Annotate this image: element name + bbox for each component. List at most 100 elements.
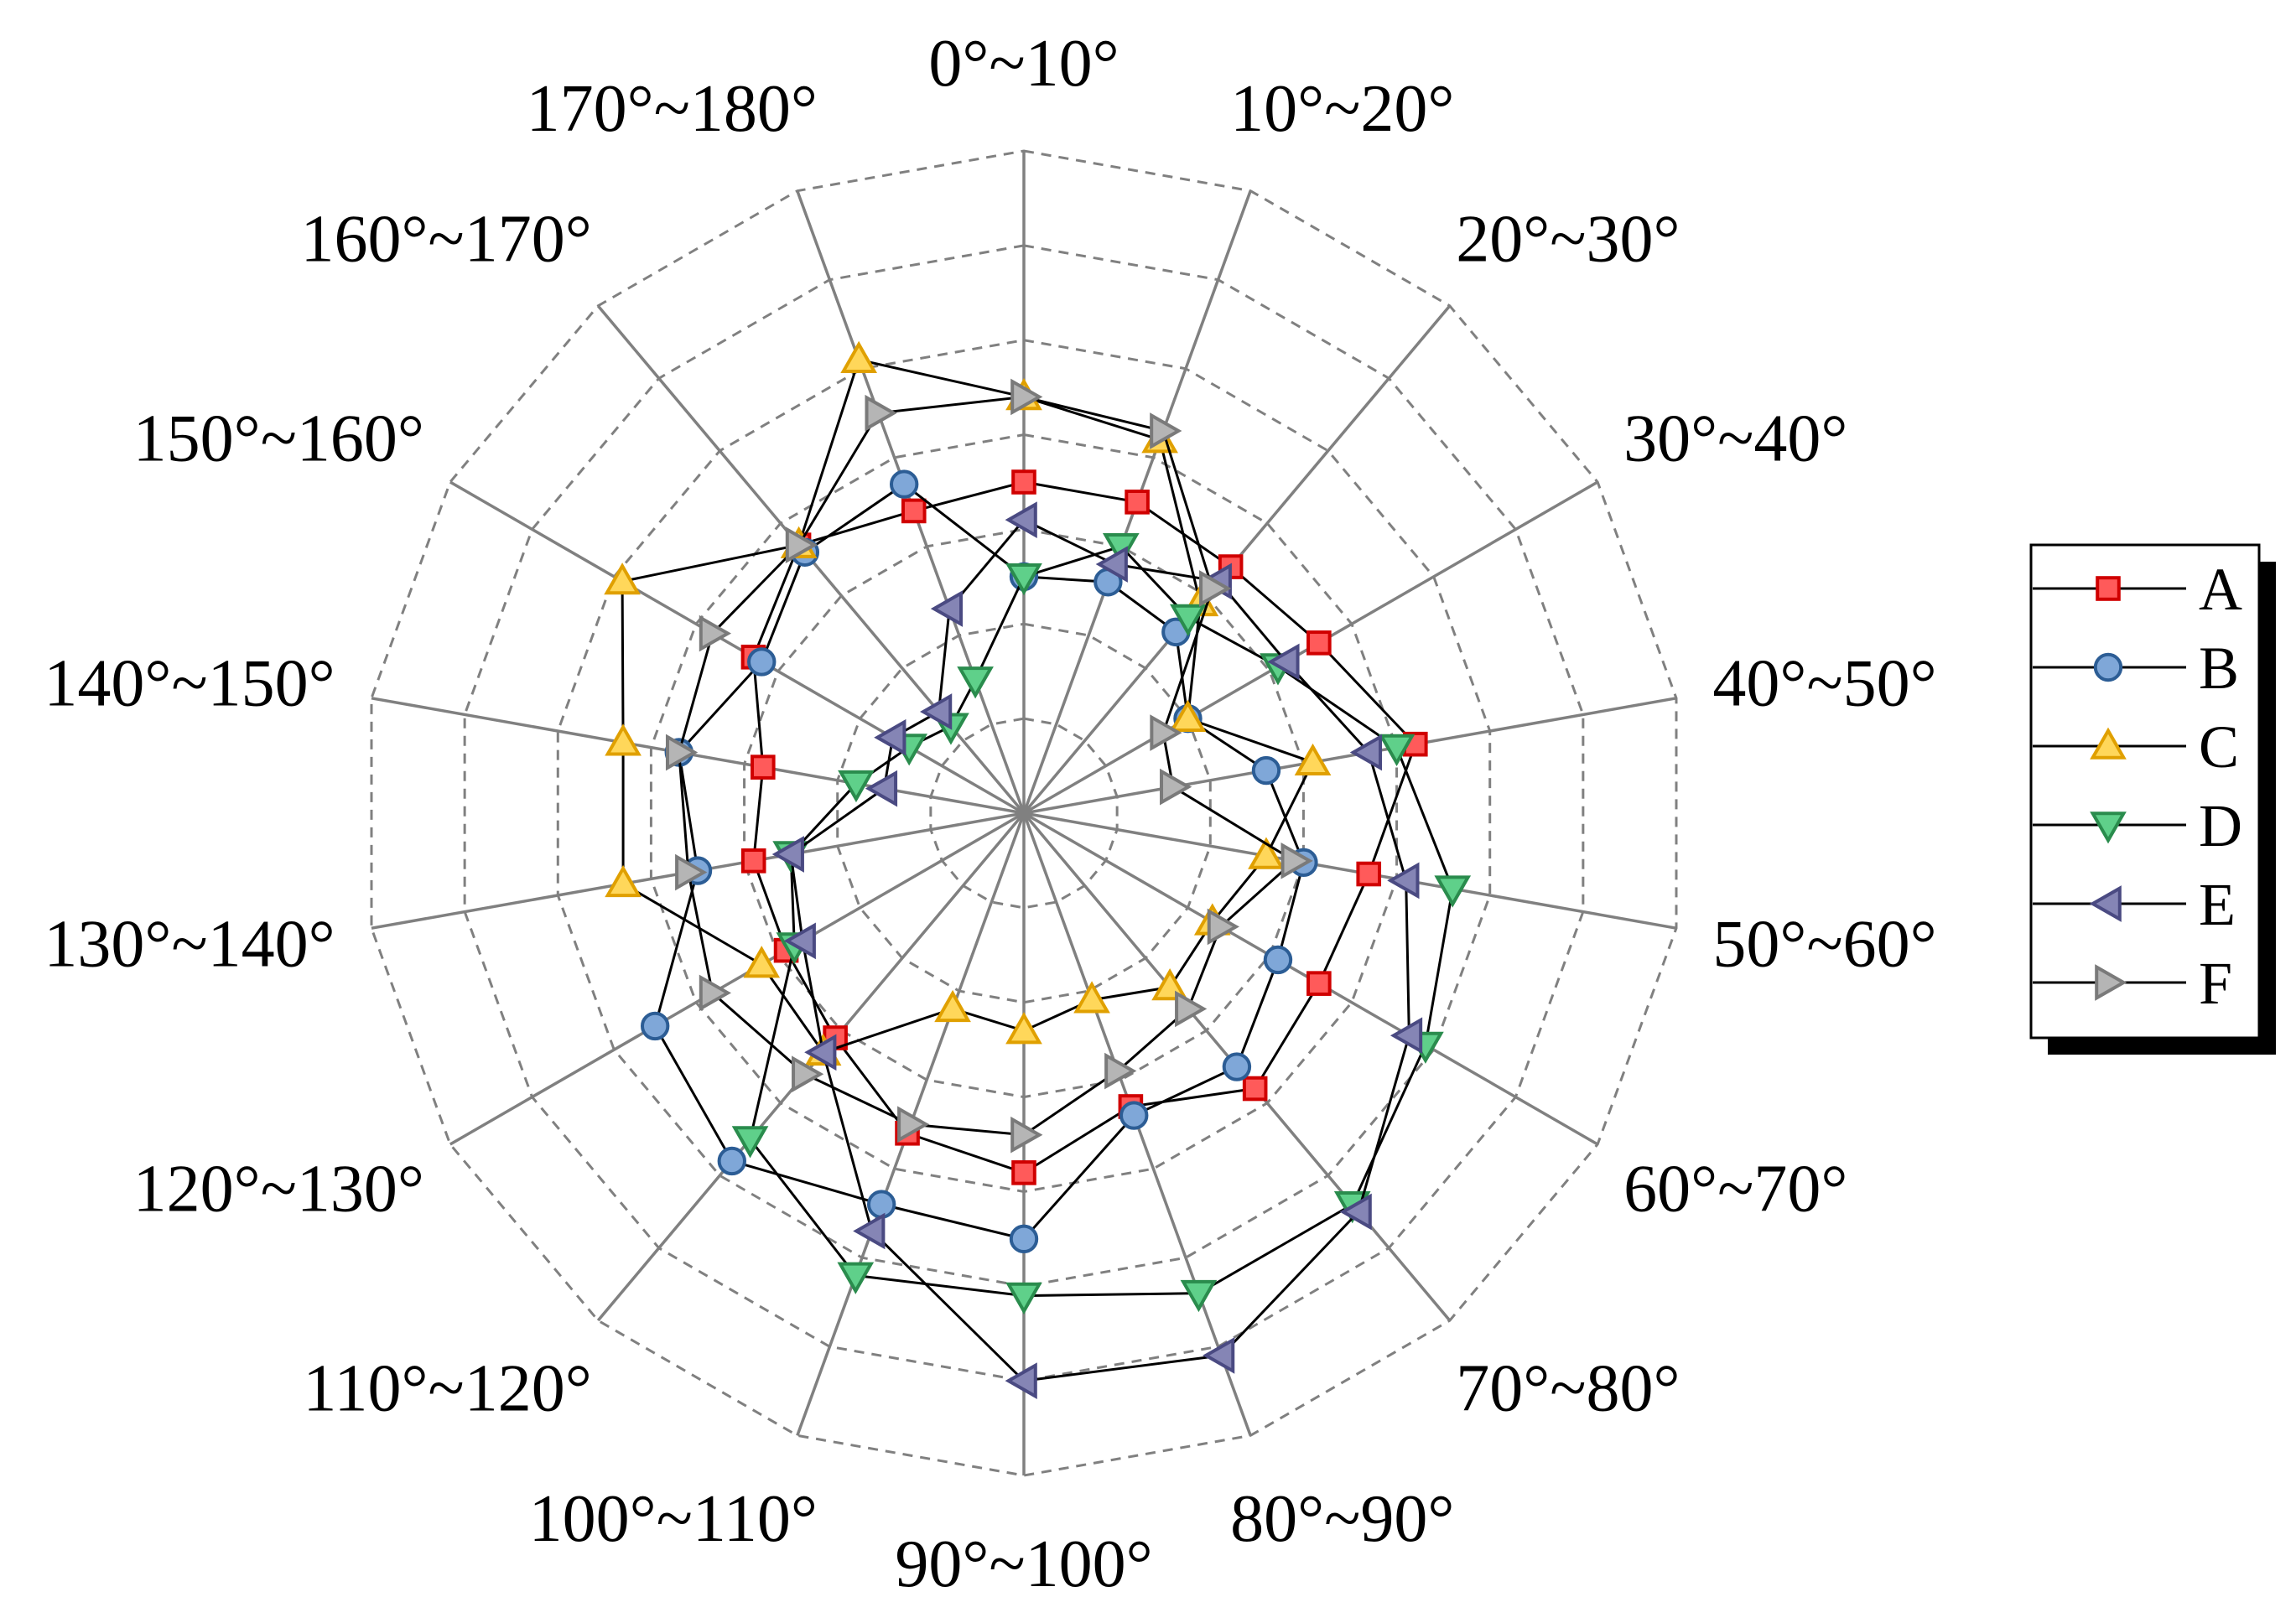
data-point <box>1356 861 1382 887</box>
legend-entry: A <box>2033 556 2242 623</box>
data-point <box>1010 378 1043 416</box>
series-F <box>665 378 1313 1154</box>
series-C <box>604 340 1332 1066</box>
data-point <box>717 1146 746 1176</box>
data-point <box>605 723 642 756</box>
data-point <box>1242 1076 1268 1102</box>
data-point <box>840 340 877 373</box>
data-point <box>1180 1279 1218 1313</box>
legend-label: D <box>2199 792 2242 859</box>
legend-marker <box>2090 727 2127 760</box>
data-point <box>1248 837 1285 869</box>
legend-label: C <box>2199 713 2239 780</box>
data-point <box>1119 1101 1149 1130</box>
data-point <box>957 666 994 699</box>
category-label: 130°~140° <box>44 907 335 981</box>
category-label: 100°~110° <box>529 1482 818 1556</box>
data-point <box>889 469 919 499</box>
data-point <box>1222 1052 1252 1081</box>
category-label: 150°~160° <box>133 402 424 476</box>
data-point <box>866 1190 896 1219</box>
category-label: 60°~70° <box>1623 1153 1847 1226</box>
data-point <box>1263 945 1293 975</box>
legend-label: A <box>2199 556 2242 623</box>
data-point <box>1125 490 1150 515</box>
data-point <box>853 1212 886 1250</box>
data-point <box>605 864 642 898</box>
data-point <box>675 853 708 891</box>
category-label: 170°~180° <box>527 72 818 146</box>
data-point <box>838 770 875 803</box>
data-point <box>920 693 953 730</box>
radar-grid <box>370 149 1678 1477</box>
data-point <box>1306 971 1332 996</box>
data-point <box>1011 1160 1036 1185</box>
data-point <box>1005 1012 1042 1045</box>
legend-entry: E <box>2033 871 2236 938</box>
data-point <box>1150 412 1182 449</box>
data-point <box>785 526 818 563</box>
data-point <box>1005 563 1042 596</box>
category-label: 90°~100° <box>895 1527 1152 1601</box>
data-point <box>747 647 777 677</box>
grid-spoke <box>1023 812 1677 930</box>
data-point <box>1102 533 1140 566</box>
series-A <box>740 469 1428 1185</box>
data-point <box>1104 1052 1137 1090</box>
data-point <box>897 1106 930 1143</box>
series-E <box>771 501 1423 1399</box>
data-point <box>874 718 906 756</box>
data-point <box>865 394 897 432</box>
data-point <box>1339 1193 1372 1231</box>
data-point <box>1151 968 1188 1001</box>
data-point <box>1434 875 1472 908</box>
data-point <box>1005 501 1037 538</box>
data-point <box>1170 604 1207 637</box>
legend-marker <box>2095 964 2127 1001</box>
data-point <box>731 1126 769 1159</box>
category-label: 140°~150° <box>44 647 335 721</box>
data-point <box>1009 1224 1039 1254</box>
category-label: 30°~40° <box>1623 402 1847 476</box>
category-label: 70°~80° <box>1456 1352 1680 1426</box>
data-point <box>1199 570 1232 607</box>
data-point <box>1378 734 1416 767</box>
data-point <box>1349 734 1383 771</box>
category-label: 40°~50° <box>1712 647 1936 721</box>
legend-marker <box>2089 885 2122 922</box>
data-point <box>783 922 816 960</box>
data-point <box>865 770 898 807</box>
legend-marker <box>2090 812 2127 844</box>
data-point <box>751 754 776 780</box>
data-point <box>1160 768 1192 806</box>
category-label: 110°~120° <box>303 1352 591 1426</box>
data-point <box>1267 643 1300 681</box>
data-point <box>1005 1362 1037 1399</box>
data-point <box>771 836 804 873</box>
data-point <box>699 974 732 1012</box>
data-point <box>1390 1017 1423 1055</box>
legend-marker <box>2093 652 2123 682</box>
data-point <box>1175 990 1208 1028</box>
legend-label: F <box>2199 950 2232 1017</box>
legend-label: E <box>2199 871 2236 938</box>
legend-entry: D <box>2033 792 2242 859</box>
category-label: 120°~130° <box>133 1153 424 1226</box>
data-point <box>1095 546 1128 583</box>
legend-marker <box>2096 576 2121 601</box>
data-point <box>1207 908 1240 946</box>
category-labels: 0°~10° 10°~20°20°~30° 30°~40° 40°~50° 50°~60… <box>44 27 1936 1601</box>
grid-spoke <box>449 480 1025 815</box>
data-point <box>1169 699 1207 732</box>
data-point <box>640 1011 670 1041</box>
data-point <box>665 734 699 771</box>
data-point <box>1005 1282 1042 1315</box>
grid-spoke <box>371 697 1025 815</box>
data-point <box>1294 743 1332 776</box>
data-point <box>1010 1116 1043 1154</box>
data-point <box>837 1262 875 1294</box>
data-point <box>930 590 964 627</box>
data-point <box>1011 469 1036 495</box>
